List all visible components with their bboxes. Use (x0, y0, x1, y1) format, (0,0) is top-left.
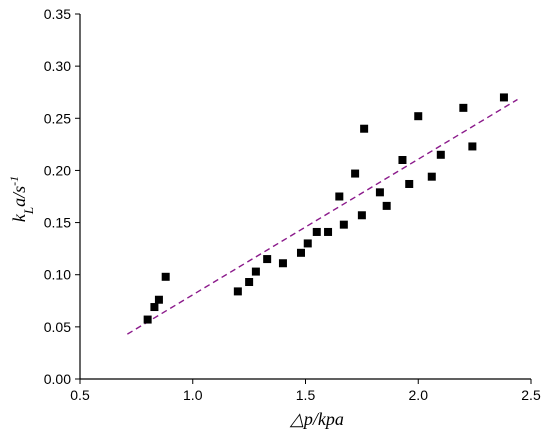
data-point (339, 220, 348, 229)
data-point (335, 192, 344, 201)
data-point (459, 103, 468, 112)
data-point (414, 112, 423, 121)
x-tick-label: 0.5 (70, 387, 90, 403)
data-point (436, 150, 445, 159)
data-point (357, 211, 366, 220)
data-point (245, 278, 254, 287)
x-tick-label: 1.5 (296, 387, 316, 403)
data-point (150, 303, 159, 312)
data-point (382, 201, 391, 210)
data-point (251, 267, 260, 276)
data-point (468, 142, 477, 151)
y-tick-label: 0.25 (44, 110, 71, 126)
data-point (154, 295, 163, 304)
data-point (296, 248, 305, 257)
y-tick-label: 0.10 (44, 267, 71, 283)
data-point (278, 259, 287, 268)
data-point (312, 227, 321, 236)
x-tick-label: 2.0 (409, 387, 429, 403)
y-tick-label: 0.30 (44, 58, 71, 74)
data-point (427, 172, 436, 181)
x-tick-label: 1.0 (183, 387, 203, 403)
data-point (233, 287, 242, 296)
data-point (303, 239, 312, 248)
data-point (398, 156, 407, 164)
y-tick-label: 0.15 (44, 215, 71, 231)
y-tick-label: 0.35 (44, 6, 71, 22)
data-point (324, 227, 333, 236)
x-tick-label: 2.5 (521, 387, 541, 403)
trendline (126, 98, 518, 335)
data-point (143, 315, 152, 324)
x-axis-label: △p/kpa (289, 409, 344, 429)
data-point (263, 255, 272, 264)
y-axis-label: kLa/s-1 (7, 176, 36, 222)
data-point (499, 93, 508, 102)
data-point (375, 188, 384, 197)
data-point (161, 272, 170, 281)
y-tick-label: 0.00 (44, 371, 71, 387)
y-tick-label: 0.20 (44, 162, 71, 178)
data-point (351, 169, 360, 178)
y-tick-label: 0.05 (44, 319, 71, 335)
data-point (360, 124, 369, 133)
data-point (405, 179, 414, 188)
